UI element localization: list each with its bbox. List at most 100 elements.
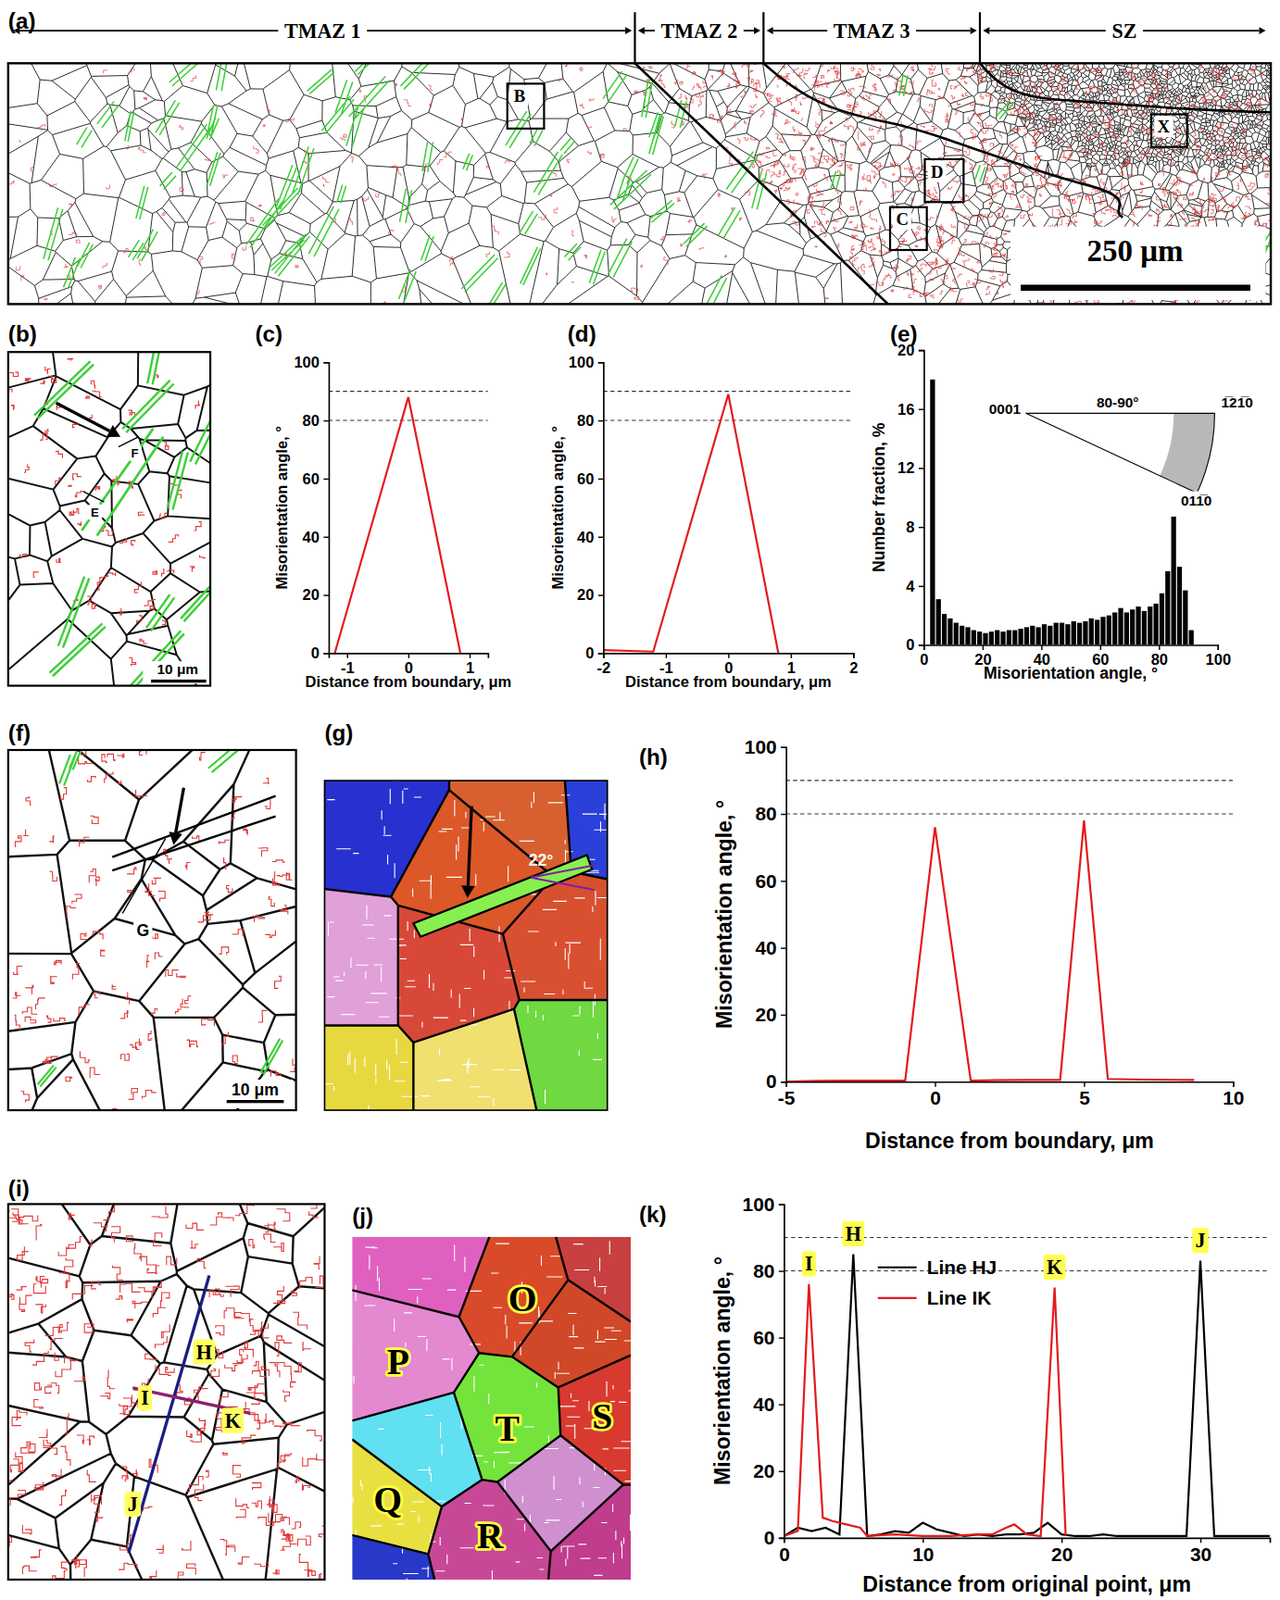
label-background bbox=[892, 208, 912, 230]
y-axis-title: Misorientation angle, ° bbox=[273, 426, 291, 590]
grain-label: O bbox=[508, 1279, 538, 1320]
axis-line bbox=[918, 351, 925, 646]
twin-lamella bbox=[413, 855, 592, 938]
y-axis: 020406080100 bbox=[744, 736, 787, 1092]
tick-label: 80 bbox=[577, 412, 594, 430]
low-angle-boundaries bbox=[8, 62, 1271, 304]
tick: 100 bbox=[568, 353, 603, 372]
tick-mark bbox=[918, 586, 925, 588]
bar bbox=[1012, 630, 1017, 646]
tick: 0 bbox=[919, 644, 929, 669]
tick-mark bbox=[1083, 1081, 1085, 1088]
tick-mark bbox=[778, 1204, 785, 1205]
y-axis-title: Number fraction, % bbox=[869, 422, 889, 573]
tick: 80 bbox=[754, 803, 786, 825]
panel-letter: (d) bbox=[567, 321, 597, 347]
tick-mark bbox=[853, 652, 854, 659]
tick: 40 bbox=[752, 1393, 784, 1416]
bar bbox=[959, 626, 965, 646]
arrow-head bbox=[169, 831, 183, 845]
tick-mark bbox=[778, 1538, 785, 1540]
reference-line bbox=[602, 390, 854, 392]
bar bbox=[1159, 593, 1165, 646]
tick-label: 20 bbox=[577, 586, 594, 604]
bar bbox=[1071, 621, 1077, 645]
map-frame bbox=[8, 351, 211, 686]
scale-bar-background bbox=[219, 1079, 293, 1109]
reference-line bbox=[328, 419, 489, 421]
zone-label: TMAZ 1 bbox=[284, 19, 362, 43]
tick-label: 100 bbox=[744, 736, 778, 758]
label-background bbox=[1178, 490, 1216, 509]
tick-label: 40 bbox=[754, 937, 777, 959]
tick-label: 4 bbox=[905, 577, 916, 596]
panel-letter: (a) bbox=[8, 8, 37, 34]
panel-letter: (h) bbox=[639, 744, 668, 770]
twin-boundaries bbox=[81, 428, 164, 537]
tick-mark bbox=[1200, 1538, 1202, 1544]
angle-label: 22° bbox=[528, 851, 554, 870]
region-label: C bbox=[895, 209, 909, 229]
map-j bbox=[351, 1237, 631, 1581]
zone-separator bbox=[978, 12, 981, 63]
tick-mark bbox=[665, 652, 667, 659]
x-axis-title: Distance from original point, μm bbox=[862, 1572, 1192, 1597]
point-label: H bbox=[196, 1341, 213, 1365]
label-background bbox=[802, 1251, 816, 1277]
panel-letter: (j) bbox=[351, 1204, 374, 1230]
tick: -2 bbox=[597, 652, 612, 678]
scale-bar bbox=[1020, 284, 1251, 291]
reference-line bbox=[328, 390, 489, 392]
region-box bbox=[1151, 113, 1188, 147]
tick-mark bbox=[780, 747, 787, 749]
tick-label: 0 bbox=[585, 644, 594, 663]
bar bbox=[1036, 627, 1042, 645]
map-frame bbox=[8, 750, 297, 1111]
chart-panel: -50510020406080100Distance from boundary… bbox=[639, 736, 1245, 1154]
arrow-head bbox=[106, 425, 121, 438]
point-label: F bbox=[130, 446, 139, 461]
tick-label: 0 bbox=[929, 1087, 942, 1109]
bar bbox=[1153, 603, 1158, 646]
zone-label: TMAZ 3 bbox=[833, 19, 911, 43]
tick-label: 60 bbox=[302, 470, 320, 489]
grain bbox=[351, 1237, 490, 1318]
axis-line bbox=[328, 653, 489, 659]
tick-mark bbox=[323, 362, 329, 364]
tick-label: 80 bbox=[752, 1260, 775, 1282]
grain-boundaries bbox=[8, 62, 1271, 304]
chart-panel: 020406080100048121620Misorientation angl… bbox=[869, 321, 1231, 683]
panel-letter: (e) bbox=[890, 321, 918, 347]
scale-bar bbox=[226, 1100, 285, 1104]
bar bbox=[989, 631, 994, 645]
tick-mark bbox=[323, 420, 329, 422]
tick-mark bbox=[408, 652, 410, 659]
scale-bar-background bbox=[142, 661, 209, 684]
tick-mark bbox=[982, 644, 984, 651]
label-background bbox=[138, 1385, 152, 1411]
tick-mark bbox=[727, 652, 729, 659]
axis-line bbox=[778, 1204, 785, 1539]
tick-label: 20 bbox=[1051, 1543, 1073, 1566]
tick-mark bbox=[918, 409, 925, 411]
arrow-shaft bbox=[644, 29, 655, 32]
x-axis-title: Distance from boundary, μm bbox=[625, 673, 832, 691]
arrow-head bbox=[970, 26, 978, 35]
tick-mark bbox=[323, 652, 329, 654]
series-line bbox=[783, 1254, 1270, 1537]
panel-letter: (k) bbox=[639, 1202, 667, 1228]
tick-mark bbox=[780, 1015, 787, 1017]
grain-label: P bbox=[387, 1342, 410, 1383]
tick-mark bbox=[1100, 644, 1102, 651]
panel-letter: (f) bbox=[8, 720, 31, 746]
tick-label: -5 bbox=[778, 1087, 796, 1109]
series-line bbox=[786, 820, 1195, 1082]
label-background bbox=[193, 1340, 216, 1366]
y-axis: 020406080100 bbox=[568, 353, 604, 663]
label-background bbox=[1192, 1228, 1209, 1254]
tick-mark bbox=[780, 1081, 787, 1083]
label-background bbox=[841, 1221, 865, 1247]
plot-area bbox=[328, 391, 489, 654]
tick: 0 bbox=[764, 1527, 785, 1549]
tick-label: 40 bbox=[752, 1393, 775, 1416]
